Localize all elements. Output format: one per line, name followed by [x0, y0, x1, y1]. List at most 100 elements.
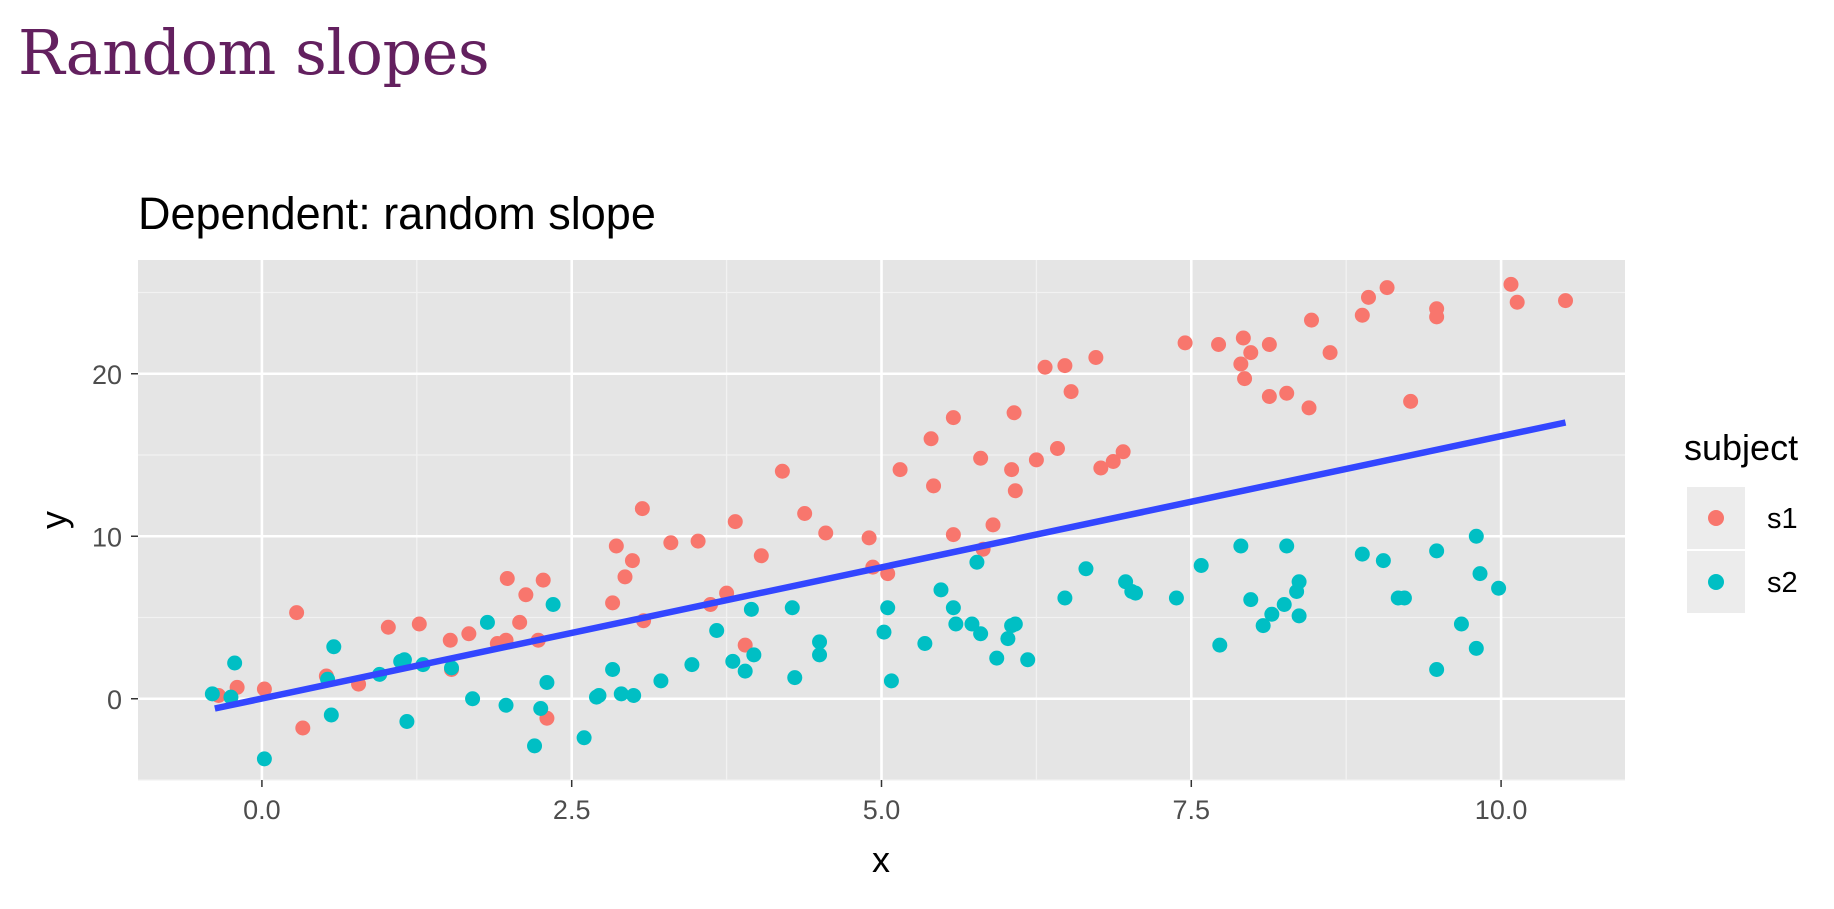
regression-line: [214, 419, 1567, 712]
data-point-s2: [933, 582, 949, 598]
data-point-s2: [1276, 597, 1292, 612]
data-point-s1: [926, 478, 942, 494]
data-point-s2: [1233, 538, 1249, 554]
data-point-s1: [1115, 444, 1131, 460]
x-axis-title: x: [872, 839, 890, 880]
data-point-s2: [1396, 590, 1412, 606]
data-point-s2: [227, 655, 243, 671]
data-point-s1: [617, 569, 633, 585]
data-point-s2: [444, 660, 460, 676]
data-point-s1: [461, 626, 477, 642]
data-point-s2: [1429, 662, 1445, 677]
data-point-s2: [1000, 631, 1016, 647]
data-point-s2: [1472, 566, 1488, 582]
data-point-s2: [684, 657, 700, 673]
data-point-s2: [917, 636, 933, 651]
data-point-s1: [1429, 309, 1445, 325]
data-point-s1: [1235, 330, 1251, 346]
data-point-s2: [1128, 585, 1144, 601]
data-point-s1: [518, 587, 534, 603]
data-point-s2: [787, 670, 803, 686]
data-point-s2: [784, 600, 800, 616]
data-point-s1: [1261, 389, 1277, 404]
data-point-s2: [812, 634, 828, 650]
data-point-s1: [608, 538, 624, 554]
data-point-s1: [1503, 276, 1519, 292]
legend-title: subject: [1684, 427, 1798, 468]
data-point-s1: [861, 530, 877, 546]
data-point-s2: [945, 600, 961, 616]
fit-line-layer: [214, 419, 1567, 712]
data-point-s2: [989, 650, 1005, 666]
data-point-s1: [774, 463, 790, 479]
data-point-s1: [1007, 483, 1023, 499]
data-point-s1: [1233, 356, 1249, 372]
data-point-s2: [1255, 618, 1271, 634]
data-point-s2: [1243, 592, 1259, 608]
data-point-s2: [399, 714, 415, 729]
data-point-s2: [204, 686, 220, 702]
data-point-s2: [498, 697, 514, 713]
data-point-s1: [797, 506, 813, 521]
data-point-s2: [256, 751, 272, 767]
data-point-s2: [1429, 543, 1445, 559]
legend: subject s1 s2: [1684, 427, 1798, 613]
data-point-s1: [624, 553, 640, 569]
data-point-s2: [223, 689, 239, 705]
data-point-s1: [1063, 384, 1079, 400]
data-point-s1: [1354, 307, 1370, 323]
data-point-s1: [985, 517, 1001, 533]
data-point-s1: [1004, 462, 1020, 478]
data-point-s2: [527, 738, 543, 754]
data-point-s1: [1211, 337, 1227, 352]
x-tick-label: 10.0: [1475, 795, 1528, 825]
data-point-s1: [499, 571, 515, 586]
data-point-s2: [545, 597, 561, 612]
data-point-s2: [743, 601, 759, 617]
data-point-s1: [892, 462, 908, 478]
data-point-s2: [1193, 558, 1209, 573]
data-point-s1: [690, 533, 706, 549]
data-point-s2: [709, 623, 725, 638]
legend-marker-s2: [1708, 574, 1724, 590]
data-point-s1: [605, 595, 621, 611]
data-point-s1: [737, 637, 753, 653]
x-tick-label: 5.0: [863, 795, 901, 825]
data-point-s1: [727, 514, 743, 530]
y-axis-title: y: [33, 511, 74, 529]
x-tick-label: 2.5: [553, 795, 591, 825]
data-point-s2: [1468, 528, 1484, 544]
data-point-s2: [973, 626, 989, 642]
data-point-s1: [1379, 280, 1395, 296]
y-tick-labels: 0 10 20: [92, 360, 122, 715]
data-point-s2: [1168, 590, 1184, 606]
data-point-s1: [818, 525, 834, 541]
y-tick-label: 0: [107, 685, 122, 715]
data-point-s2: [1291, 574, 1307, 590]
data-point-s1: [1028, 452, 1044, 468]
data-point-s2: [1354, 546, 1370, 562]
data-point-s1: [1006, 405, 1022, 421]
data-point-s2: [746, 647, 762, 663]
x-tick-label: 0.0: [243, 795, 281, 825]
data-point-s2: [323, 707, 339, 723]
data-point-s2: [880, 600, 896, 616]
data-point-s2: [1468, 640, 1484, 656]
data-point-s2: [533, 701, 549, 716]
data-point-s2: [613, 686, 629, 702]
data-point-s2: [737, 663, 753, 679]
data-point-s2: [626, 688, 642, 703]
data-point-s2: [465, 691, 481, 707]
x-tick-label: 7.5: [1173, 795, 1211, 825]
data-point-s2: [725, 653, 741, 669]
major-gridlines: [138, 260, 1625, 780]
data-point-s1: [289, 605, 305, 621]
data-point-s1: [380, 619, 396, 635]
data-point-s1: [1360, 289, 1376, 305]
data-point-s2: [948, 616, 964, 632]
data-point-s1: [1177, 335, 1193, 351]
data-point-s1: [1237, 371, 1253, 387]
data-point-s1: [442, 632, 458, 648]
data-point-s2: [326, 639, 342, 655]
